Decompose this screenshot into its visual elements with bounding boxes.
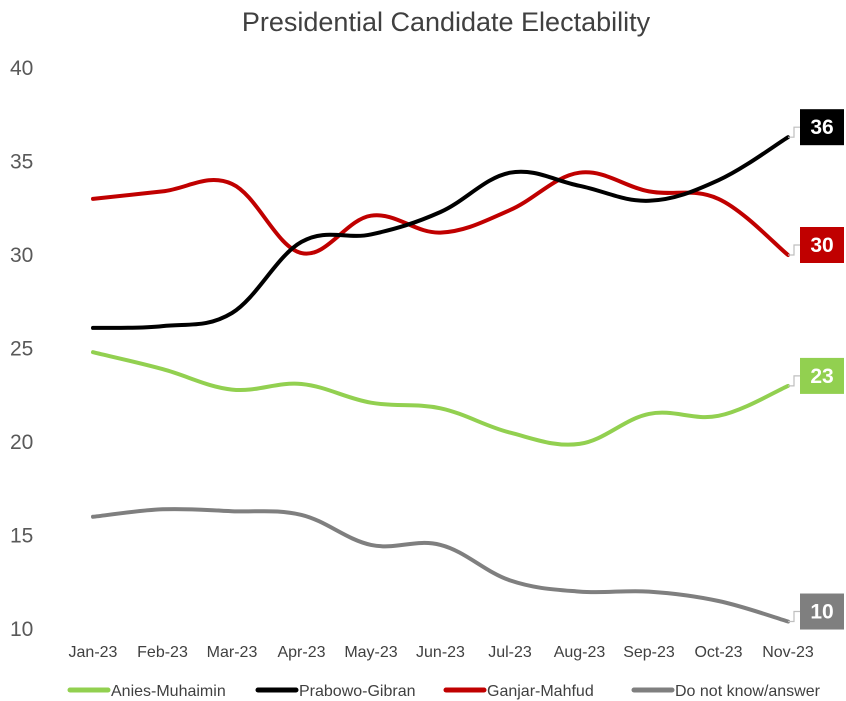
y-tick-label: 20 xyxy=(10,431,33,454)
series-line-do-not-know xyxy=(91,507,790,624)
x-tick-label: Nov-23 xyxy=(762,644,814,661)
y-tick-label: 10 xyxy=(10,618,33,641)
y-tick-label: 15 xyxy=(10,525,33,548)
y-axis: 10 15 20 25 30 35 40 xyxy=(10,57,33,641)
x-tick-label: Aug-23 xyxy=(554,644,606,661)
x-tick-label: Mar-23 xyxy=(207,644,258,661)
end-label-prabowo-gibran: 36 xyxy=(810,116,833,139)
x-tick-label: Jan-23 xyxy=(69,644,118,661)
y-tick-label: 30 xyxy=(10,244,33,267)
series-line-prabowo-gibran xyxy=(91,135,790,330)
legend-label-prabowo-gibran: Prabowo-Gibran xyxy=(299,683,416,700)
chart-title: Presidential Candidate Electability xyxy=(242,7,651,37)
end-label-box-do-not-know xyxy=(800,593,844,630)
end-label-connector xyxy=(788,244,800,256)
end-label-anies-muhaimin: 23 xyxy=(810,365,833,388)
x-axis: Jan-23 Feb-23 Mar-23 Apr-23 May-23 Jun-23 Jul-… xyxy=(69,644,814,661)
y-tick-label: 35 xyxy=(10,151,33,174)
end-label-ganjar-mahfud: 30 xyxy=(810,234,833,257)
legend-label-do-not-know: Do not know/answer xyxy=(675,683,821,700)
end-labels: 23 36 30 10 xyxy=(788,109,844,630)
end-label-do-not-know: 10 xyxy=(810,601,833,624)
end-label-connector xyxy=(788,610,800,623)
y-tick-label: 40 xyxy=(10,57,33,80)
x-tick-label: Jun-23 xyxy=(416,644,465,661)
end-label-box-prabowo-gibran xyxy=(800,109,844,146)
end-label-box-ganjar-mahfud xyxy=(800,227,844,263)
legend-label-ganjar-mahfud: Ganjar-Mahfud xyxy=(487,683,594,700)
legend: Anies-Muhaimin Prabowo-Gibran Ganjar-Mahfu… xyxy=(67,683,821,700)
y-tick-label: 25 xyxy=(10,338,33,361)
end-label-box-anies-muhaimin xyxy=(800,357,844,394)
series-line-anies-muhaimin xyxy=(91,350,790,447)
x-tick-label: May-23 xyxy=(344,644,397,661)
x-tick-label: Sep-23 xyxy=(623,644,675,661)
end-label-connector xyxy=(788,375,800,387)
series-line-ganjar-mahfud xyxy=(91,170,790,257)
x-tick-label: Jul-23 xyxy=(488,644,532,661)
x-tick-label: Apr-23 xyxy=(277,644,325,661)
end-label-connector xyxy=(788,126,800,138)
x-tick-label: Feb-23 xyxy=(137,644,188,661)
x-tick-label: Oct-23 xyxy=(694,644,742,661)
series-lines xyxy=(91,135,790,624)
legend-label-anies-muhaimin: Anies-Muhaimin xyxy=(111,683,226,700)
